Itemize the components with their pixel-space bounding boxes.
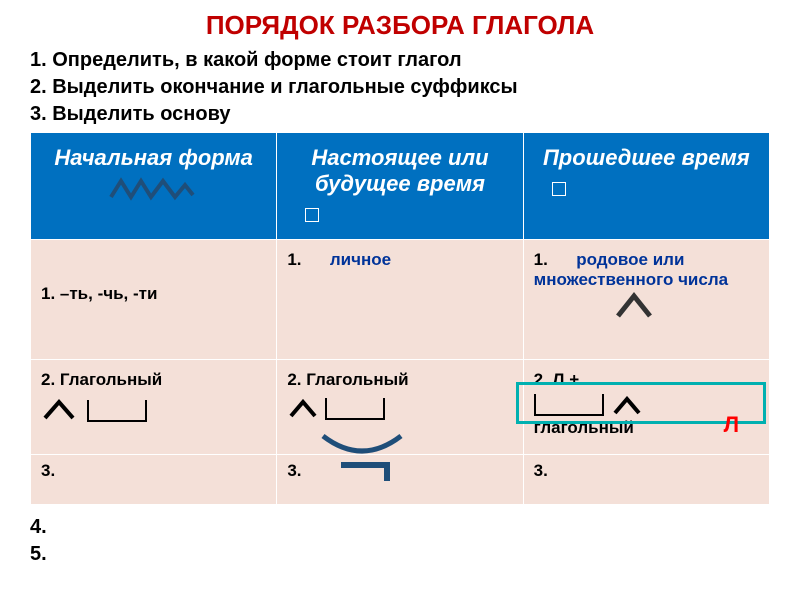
header-1-text: Начальная форма [54, 145, 253, 170]
cell-r1c2: 1. личное [277, 240, 523, 360]
lower-steps: 4. 5. [30, 512, 47, 570]
cell-r2c1: 2. Глагольный [31, 360, 277, 455]
cell-r2c3: 2. Л + глагольный Л [523, 360, 769, 455]
cell-r1c2-num: 1. [287, 250, 301, 269]
zigzag-icon [109, 177, 199, 201]
header-initial-form: Начальная форма [31, 133, 277, 240]
hook-icon [337, 461, 407, 487]
cell-r1c1-text: 1. –ть, -чь, -ти [41, 284, 266, 304]
cell-r1c3-num: 1. [534, 250, 548, 269]
header-present-future: Настоящее или будущее время [277, 133, 523, 240]
page-title: ПОРЯДОК РАЗБОРА ГЛАГОЛА [30, 10, 770, 41]
step-3: 3. Выделить основу [30, 103, 770, 126]
white-square-icon [552, 182, 566, 196]
ending-box-icon [87, 400, 147, 422]
step-4: 4. [30, 516, 47, 539]
step-5: 5. [30, 543, 47, 566]
cell-r3c2: 3. [277, 455, 523, 505]
step-2: 2. Выделить окончание и глагольные суффи… [30, 76, 770, 99]
ending-box-icon [325, 398, 385, 420]
cell-r2c1-text: 2. Глагольный [41, 370, 266, 390]
caret-icon [287, 398, 319, 420]
header-2-text: Настоящее или будущее время [311, 145, 488, 196]
white-square-icon [305, 208, 319, 222]
cell-r1c1: 1. –ть, -чь, -ти [31, 240, 277, 360]
cell-r3c3: 3. [523, 455, 769, 505]
header-3-text: Прошедшее время [543, 145, 750, 170]
analysis-table: Начальная форма Настоящее или будущее вр… [30, 132, 770, 505]
cell-r2c2: 2. Глагольный [277, 360, 523, 455]
caret-icon [614, 290, 654, 320]
header-past: Прошедшее время [523, 133, 769, 240]
cell-r2c2-text: 2. Глагольный [287, 370, 512, 390]
cell-r1c3-text: родовое или множественного числа [534, 250, 728, 289]
cell-r1c2-text: личное [330, 250, 391, 269]
caret-icon [41, 398, 77, 422]
cell-r3c1: 3. [31, 455, 277, 505]
cell-r3c2-text: 3. [287, 461, 301, 480]
red-l-letter: Л [724, 412, 739, 438]
cell-r1c3: 1. родовое или множественного числа [523, 240, 769, 360]
step-1: 1. Определить, в какой форме стоит глаго… [30, 49, 770, 72]
